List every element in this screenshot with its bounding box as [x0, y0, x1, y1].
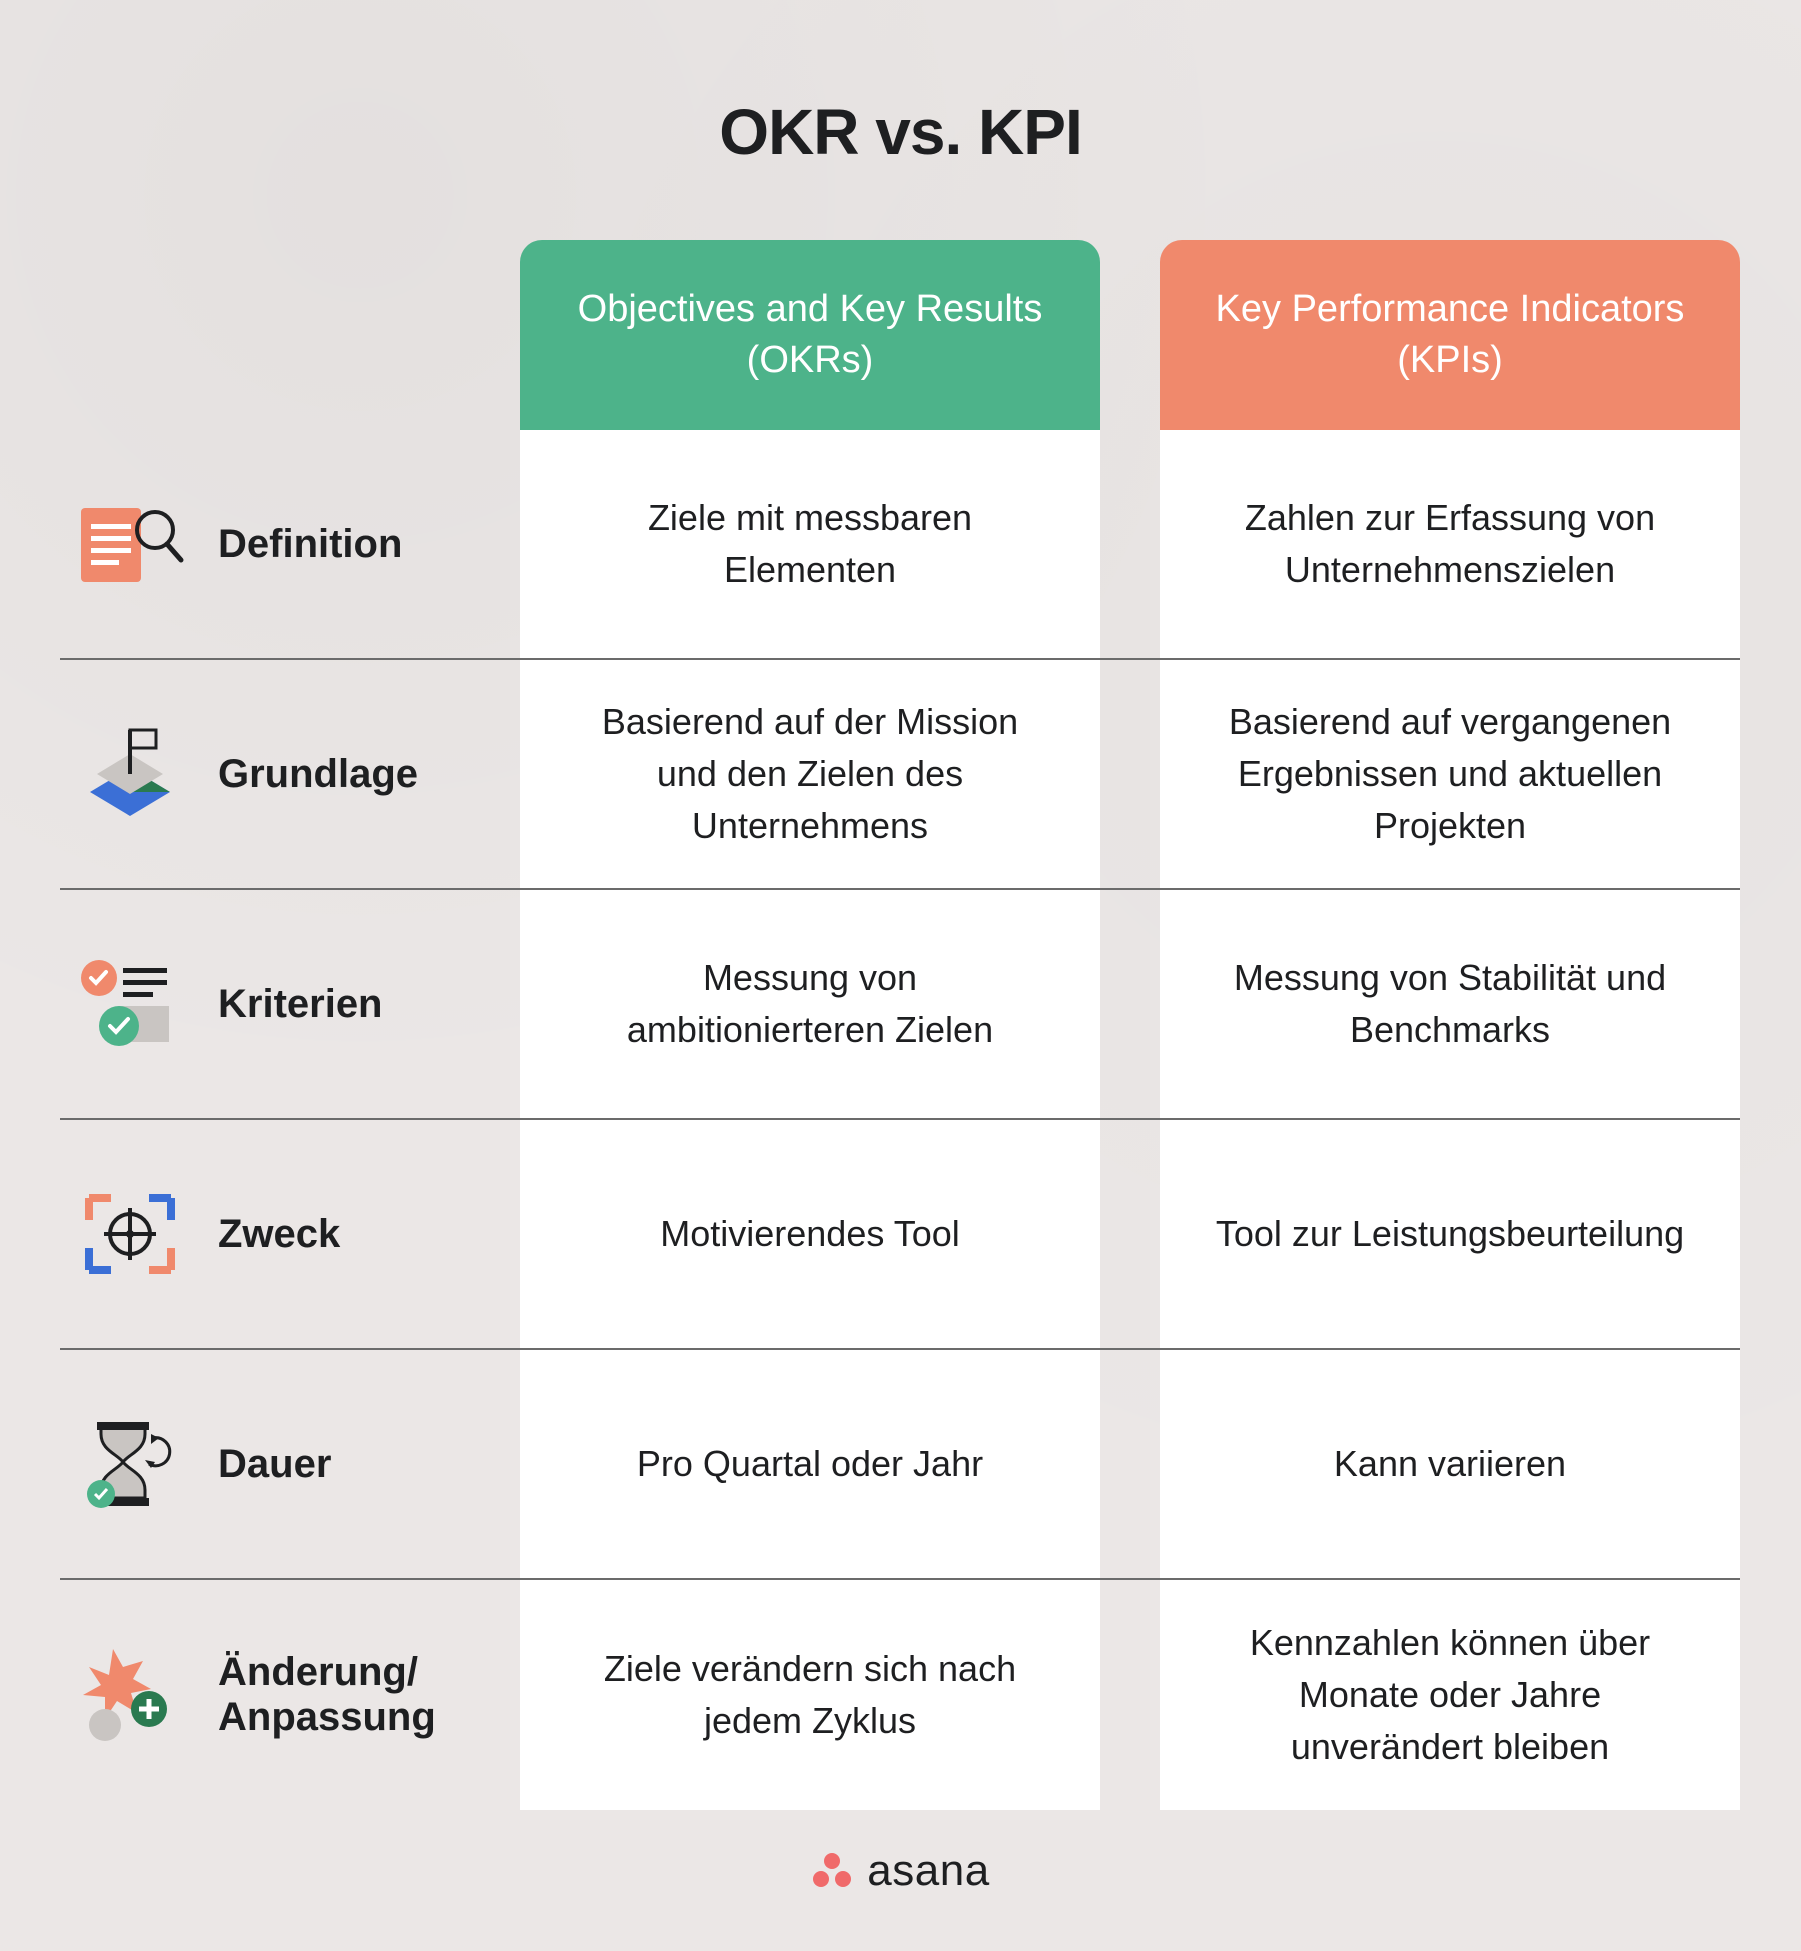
row-label-text: Definition [218, 522, 402, 567]
row-label-text: Grundlage [218, 752, 418, 797]
flag-terrain-icon [70, 719, 190, 829]
cell-okr: Basierend auf der Mission und den Zielen… [520, 660, 1100, 888]
checklist-checks-icon [70, 949, 190, 1059]
cell-okr: Ziele verändern sich nach jedem Zyklus [520, 1580, 1100, 1810]
column-gap [1100, 240, 1160, 430]
asana-dots-icon [811, 1851, 853, 1891]
brand-logo-text: asana [867, 1846, 989, 1896]
cell-okr: Messung von ambitionierteren Zielen [520, 890, 1100, 1118]
header-spacer [60, 240, 520, 430]
column-gap [1100, 1350, 1160, 1578]
comparison-table: Objectives and Key Results (OKRs) Key Pe… [60, 240, 1740, 1810]
cell-kpi: Kann variieren [1160, 1350, 1740, 1578]
brand-logo: asana [0, 1846, 1801, 1896]
row-label: Zweck [60, 1120, 520, 1348]
column-gap [1100, 1120, 1160, 1348]
row-label-text: Kriterien [218, 982, 383, 1027]
table-header-row: Objectives and Key Results (OKRs) Key Pe… [60, 240, 1740, 430]
cell-okr: Pro Quartal oder Jahr [520, 1350, 1100, 1578]
cell-kpi: Tool zur Leistungsbeurteilung [1160, 1120, 1740, 1348]
column-gap [1100, 430, 1160, 658]
row-label-text: Zweck [218, 1212, 340, 1257]
column-gap [1100, 890, 1160, 1118]
table-row: Kriterien Messung von ambitionierteren Zi… [60, 890, 1740, 1120]
column-gap [1100, 1580, 1160, 1810]
cell-kpi: Zahlen zur Erfassung von Unternehmenszie… [1160, 430, 1740, 658]
page-title: OKR vs. KPI [0, 95, 1801, 169]
document-magnifier-icon [70, 489, 190, 599]
row-label: Änderung/ Anpassung [60, 1580, 520, 1810]
row-label: Definition [60, 430, 520, 658]
crosshair-target-icon [70, 1179, 190, 1289]
row-label: Dauer [60, 1350, 520, 1578]
cell-kpi: Basierend auf vergangenen Ergebnissen un… [1160, 660, 1740, 888]
table-row: Grundlage Basierend auf der Mission und d… [60, 660, 1740, 890]
column-gap [1100, 660, 1160, 888]
cell-kpi: Kennzahlen können über Monate oder Jahre… [1160, 1580, 1740, 1810]
table-row: Änderung/ AnpassungZiele verändern sich … [60, 1580, 1740, 1810]
row-label-text: Dauer [218, 1442, 331, 1487]
row-label: Kriterien [60, 890, 520, 1118]
table-row: Definition Ziele mit messbaren Elementen Z… [60, 430, 1740, 660]
table-row: Zweck Motivierendes Tool Tool zur Leistung… [60, 1120, 1740, 1350]
cell-okr: Ziele mit messbaren Elementen [520, 430, 1100, 658]
cell-okr: Motivierendes Tool [520, 1120, 1100, 1348]
starburst-plus-icon [70, 1640, 190, 1750]
hourglass-cycle-icon [70, 1409, 190, 1519]
row-label: Grundlage [60, 660, 520, 888]
table-row: Dauer Pro Quartal oder Jahr Kann variieren [60, 1350, 1740, 1580]
cell-kpi: Messung von Stabilität und Benchmarks [1160, 890, 1740, 1118]
column-header-kpi: Key Performance Indicators (KPIs) [1160, 240, 1740, 430]
row-label-text: Änderung/ Anpassung [218, 1650, 520, 1740]
column-header-okr: Objectives and Key Results (OKRs) [520, 240, 1100, 430]
